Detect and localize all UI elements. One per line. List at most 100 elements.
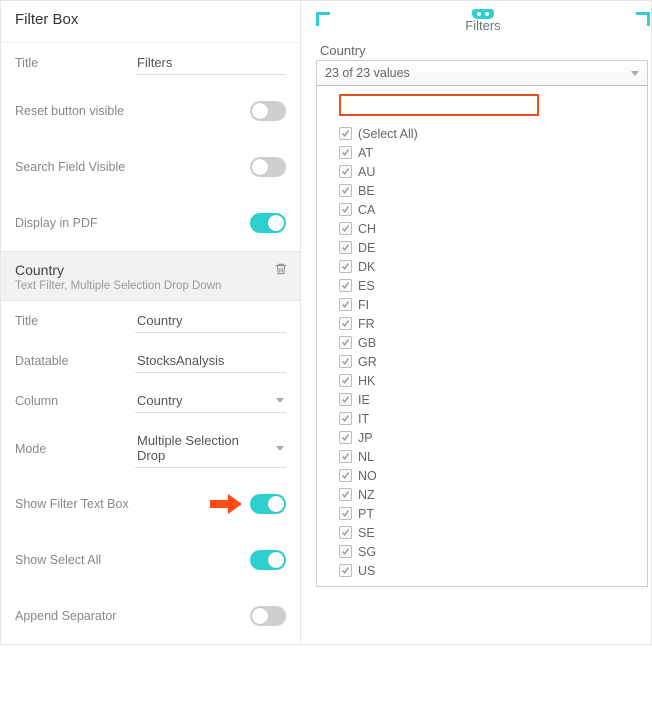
option-label: AT bbox=[358, 146, 373, 160]
chevron-down-icon bbox=[631, 71, 639, 76]
row-datatable: Datatable bbox=[1, 341, 300, 381]
preview-widget: Filters Country 23 of 23 values (Select … bbox=[315, 11, 651, 588]
row-show-selectall: Show Select All bbox=[1, 532, 300, 588]
option-label: PT bbox=[358, 507, 374, 521]
option-label: CH bbox=[358, 222, 376, 236]
option-item[interactable]: FR bbox=[339, 314, 647, 333]
option-label: JP bbox=[358, 431, 373, 445]
option-item[interactable]: GR bbox=[339, 352, 647, 371]
option-label: FI bbox=[358, 298, 369, 312]
option-item[interactable]: SE bbox=[339, 523, 647, 542]
option-item[interactable]: DK bbox=[339, 257, 647, 276]
option-item[interactable]: HK bbox=[339, 371, 647, 390]
filter-section-title: Country bbox=[15, 262, 286, 278]
option-item[interactable]: DE bbox=[339, 238, 647, 257]
checkbox-icon bbox=[339, 336, 352, 349]
checkbox-icon bbox=[339, 165, 352, 178]
title-input[interactable] bbox=[135, 51, 286, 75]
label-search-visible: Search Field Visible bbox=[15, 160, 135, 174]
drag-handle-icon[interactable] bbox=[472, 9, 494, 19]
option-label: SG bbox=[358, 545, 376, 559]
option-item[interactable]: NO bbox=[339, 466, 647, 485]
option-item[interactable]: IE bbox=[339, 390, 647, 409]
mode-select[interactable]: Multiple Selection Drop bbox=[135, 429, 286, 468]
delete-filter-icon[interactable] bbox=[274, 262, 288, 279]
option-item[interactable]: GB bbox=[339, 333, 647, 352]
option-item[interactable]: BE bbox=[339, 181, 647, 200]
column-select[interactable]: Country bbox=[135, 389, 286, 413]
selection-corner-icon bbox=[636, 12, 650, 26]
toggle-show-selectall[interactable] bbox=[250, 550, 286, 570]
option-item[interactable]: NZ bbox=[339, 485, 647, 504]
option-label: SE bbox=[358, 526, 375, 540]
checkbox-icon bbox=[339, 355, 352, 368]
option-item[interactable]: IT bbox=[339, 409, 647, 428]
option-label: IE bbox=[358, 393, 370, 407]
option-label: CA bbox=[358, 203, 375, 217]
dropdown-summary: 23 of 23 values bbox=[325, 66, 410, 80]
option-item[interactable]: US bbox=[339, 561, 647, 580]
checkbox-icon bbox=[339, 412, 352, 425]
row-mode: Mode Multiple Selection Drop bbox=[1, 421, 300, 476]
option-label: DE bbox=[358, 241, 375, 255]
column-select-value: Country bbox=[137, 393, 183, 408]
row-filter-title: Title bbox=[1, 301, 300, 341]
checkbox-icon bbox=[339, 488, 352, 501]
option-item[interactable]: JP bbox=[339, 428, 647, 447]
option-label: NZ bbox=[358, 488, 375, 502]
option-label: HK bbox=[358, 374, 375, 388]
toggle-append-separator[interactable] bbox=[250, 606, 286, 626]
label-show-selectall: Show Select All bbox=[15, 553, 135, 567]
option-item[interactable]: NL bbox=[339, 447, 647, 466]
label-display-pdf: Display in PDF bbox=[15, 216, 135, 230]
option-label: DK bbox=[358, 260, 375, 274]
dropdown-header[interactable]: 23 of 23 values bbox=[316, 60, 648, 86]
option-label: US bbox=[358, 564, 375, 578]
checkbox-icon bbox=[339, 203, 352, 216]
label-title: Title bbox=[15, 56, 135, 70]
checkbox-icon bbox=[339, 507, 352, 520]
option-label: IT bbox=[358, 412, 369, 426]
option-label: NL bbox=[358, 450, 374, 464]
filter-title-input[interactable] bbox=[135, 309, 286, 333]
option-item[interactable]: CH bbox=[339, 219, 647, 238]
row-reset-visible: Reset button visible bbox=[1, 83, 300, 139]
chevron-down-icon bbox=[276, 446, 284, 451]
row-show-textbox: Show Filter Text Box bbox=[1, 476, 300, 532]
option-label: ES bbox=[358, 279, 375, 293]
config-panel: Filter Box Title Reset button visible Se… bbox=[1, 1, 301, 644]
option-select-all[interactable]: (Select All) bbox=[339, 124, 647, 143]
label-append-separator: Append Separator bbox=[15, 609, 135, 623]
label-column: Column bbox=[15, 394, 135, 408]
option-label: FR bbox=[358, 317, 375, 331]
option-item[interactable]: AU bbox=[339, 162, 647, 181]
checkbox-icon bbox=[339, 374, 352, 387]
filter-search-input[interactable] bbox=[339, 94, 539, 116]
checkbox-icon bbox=[339, 431, 352, 444]
selection-corner-icon bbox=[316, 12, 330, 26]
option-label: GR bbox=[358, 355, 377, 369]
checkbox-icon bbox=[339, 317, 352, 330]
checkbox-icon bbox=[339, 184, 352, 197]
datatable-input[interactable] bbox=[135, 349, 286, 373]
option-item[interactable]: ES bbox=[339, 276, 647, 295]
option-item[interactable]: PT bbox=[339, 504, 647, 523]
checkbox-icon bbox=[339, 564, 352, 577]
mode-select-value: Multiple Selection Drop bbox=[137, 433, 270, 463]
preview-field-label: Country bbox=[316, 41, 650, 60]
checkbox-icon bbox=[339, 279, 352, 292]
option-item[interactable]: CA bbox=[339, 200, 647, 219]
toggle-display-pdf[interactable] bbox=[250, 213, 286, 233]
dropdown-body: (Select All) AT AUBE CA CH DE DK ES FI FR GB GR HK IE… bbox=[316, 86, 648, 587]
label-show-textbox: Show Filter Text Box bbox=[15, 497, 135, 511]
checkbox-icon bbox=[339, 393, 352, 406]
option-item[interactable]: FI bbox=[339, 295, 647, 314]
option-item[interactable]: SG bbox=[339, 542, 647, 561]
option-item[interactable]: AT bbox=[339, 143, 647, 162]
label-mode: Mode bbox=[15, 442, 135, 456]
checkbox-icon bbox=[339, 298, 352, 311]
toggle-show-textbox[interactable] bbox=[250, 494, 286, 514]
checkbox-icon bbox=[339, 545, 352, 558]
toggle-search-visible[interactable] bbox=[250, 157, 286, 177]
toggle-reset-visible[interactable] bbox=[250, 101, 286, 121]
